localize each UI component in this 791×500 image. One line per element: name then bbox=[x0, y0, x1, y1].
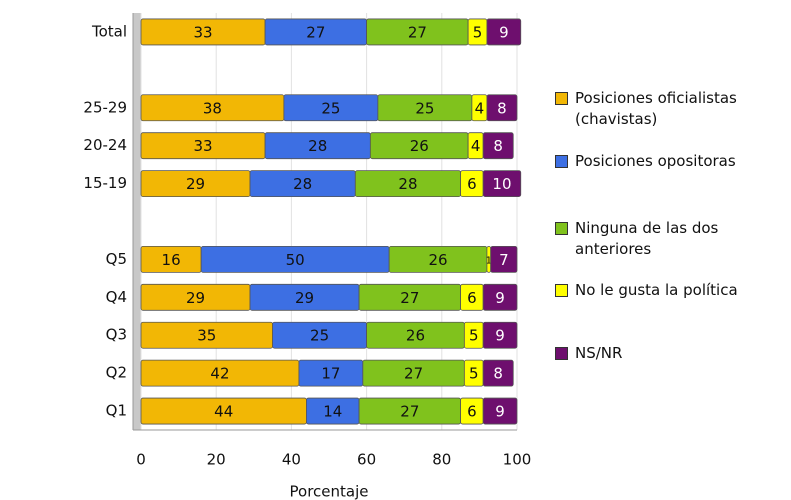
legend-item: Ninguna de las dos anteriores bbox=[555, 218, 785, 260]
data-label: 28 bbox=[293, 175, 312, 193]
legend-swatch bbox=[555, 347, 568, 360]
y-tick-label: 15-19 bbox=[83, 174, 127, 192]
data-label: 26 bbox=[410, 137, 429, 155]
y-tick-label: Q2 bbox=[106, 364, 127, 382]
y-tick-label: Q1 bbox=[106, 402, 127, 420]
data-label: 1 bbox=[486, 255, 492, 266]
x-tick-label: 80 bbox=[432, 451, 451, 469]
x-axis-label: Porcentaje bbox=[290, 483, 369, 500]
data-label: 6 bbox=[467, 175, 477, 193]
y-tick-label: 20-24 bbox=[83, 136, 127, 154]
legend-label: No le gusta la política bbox=[575, 281, 738, 299]
legend-item: Posiciones oficialistas (chavistas) bbox=[555, 88, 785, 130]
data-label: 27 bbox=[404, 365, 423, 383]
x-tick-label: 0 bbox=[136, 451, 146, 469]
data-label: 14 bbox=[323, 403, 342, 421]
bar-segment bbox=[482, 397, 518, 425]
y-tick-label: 25-29 bbox=[83, 98, 127, 116]
data-label: 27 bbox=[400, 289, 419, 307]
data-label: 5 bbox=[473, 23, 483, 41]
data-label: 27 bbox=[408, 23, 427, 41]
data-label: 17 bbox=[321, 365, 340, 383]
data-label: 7 bbox=[499, 251, 509, 269]
x-tick-label: 20 bbox=[207, 451, 226, 469]
bar-segment bbox=[482, 321, 518, 349]
bar-segment bbox=[490, 246, 518, 273]
bar-segment bbox=[486, 18, 522, 46]
data-label: 29 bbox=[186, 289, 205, 307]
legend-item: NS/NR bbox=[555, 343, 785, 364]
data-label: 5 bbox=[469, 327, 479, 345]
x-tick-label: 60 bbox=[357, 451, 376, 469]
data-label: 9 bbox=[495, 327, 505, 345]
legend-swatch bbox=[555, 155, 568, 168]
data-label: 33 bbox=[193, 23, 212, 41]
data-label: 25 bbox=[310, 327, 329, 345]
data-label: 6 bbox=[467, 289, 477, 307]
data-label: 50 bbox=[286, 251, 305, 269]
data-label: 28 bbox=[398, 175, 417, 193]
legend-item: Posiciones opositoras bbox=[555, 151, 785, 172]
data-label: 29 bbox=[295, 289, 314, 307]
bar-segment bbox=[486, 94, 518, 122]
data-label: 8 bbox=[493, 365, 503, 383]
data-label: 26 bbox=[428, 251, 447, 269]
data-label: 8 bbox=[497, 99, 507, 117]
y-tick-label: Q3 bbox=[106, 326, 127, 344]
data-label: 9 bbox=[499, 23, 509, 41]
bar-segment bbox=[482, 170, 522, 197]
legend-swatch bbox=[555, 222, 568, 235]
data-label: 6 bbox=[467, 403, 477, 421]
bar-segment bbox=[482, 132, 514, 160]
data-label: 9 bbox=[495, 403, 505, 421]
legend-swatch bbox=[555, 284, 568, 297]
legend-swatch bbox=[555, 92, 568, 105]
data-label: 5 bbox=[469, 365, 479, 383]
legend-label: Posiciones oficialistas (chavistas) bbox=[575, 89, 737, 128]
data-label: 25 bbox=[321, 99, 340, 117]
x-tick-label: 100 bbox=[503, 451, 532, 469]
data-label: 4 bbox=[471, 137, 481, 155]
data-label: 28 bbox=[308, 137, 327, 155]
data-label: 10 bbox=[492, 175, 511, 193]
bar-segment bbox=[482, 283, 518, 311]
data-label: 16 bbox=[162, 251, 181, 269]
data-label: 4 bbox=[475, 99, 485, 117]
data-label: 8 bbox=[493, 137, 503, 155]
data-label: 9 bbox=[495, 289, 505, 307]
legend-label: Posiciones opositoras bbox=[575, 152, 736, 170]
y-tick-label: Q5 bbox=[106, 250, 127, 268]
legend-label: NS/NR bbox=[575, 344, 623, 362]
data-label: 38 bbox=[203, 99, 222, 117]
plot-wall bbox=[133, 13, 141, 430]
data-label: 26 bbox=[406, 327, 425, 345]
data-label: 42 bbox=[210, 365, 229, 383]
data-label: 27 bbox=[400, 403, 419, 421]
data-label: 35 bbox=[197, 327, 216, 345]
y-tick-label: Q4 bbox=[106, 288, 127, 306]
legend-item: No le gusta la política bbox=[555, 280, 785, 301]
x-tick-label: 40 bbox=[282, 451, 301, 469]
y-tick-label: Total bbox=[91, 22, 127, 40]
bar-segment bbox=[482, 359, 514, 387]
data-label: 25 bbox=[415, 99, 434, 117]
data-label: 33 bbox=[193, 137, 212, 155]
legend-label: Ninguna de las dos anteriores bbox=[575, 219, 719, 258]
data-label: 27 bbox=[306, 23, 325, 41]
data-label: 44 bbox=[214, 403, 233, 421]
data-label: 29 bbox=[186, 175, 205, 193]
